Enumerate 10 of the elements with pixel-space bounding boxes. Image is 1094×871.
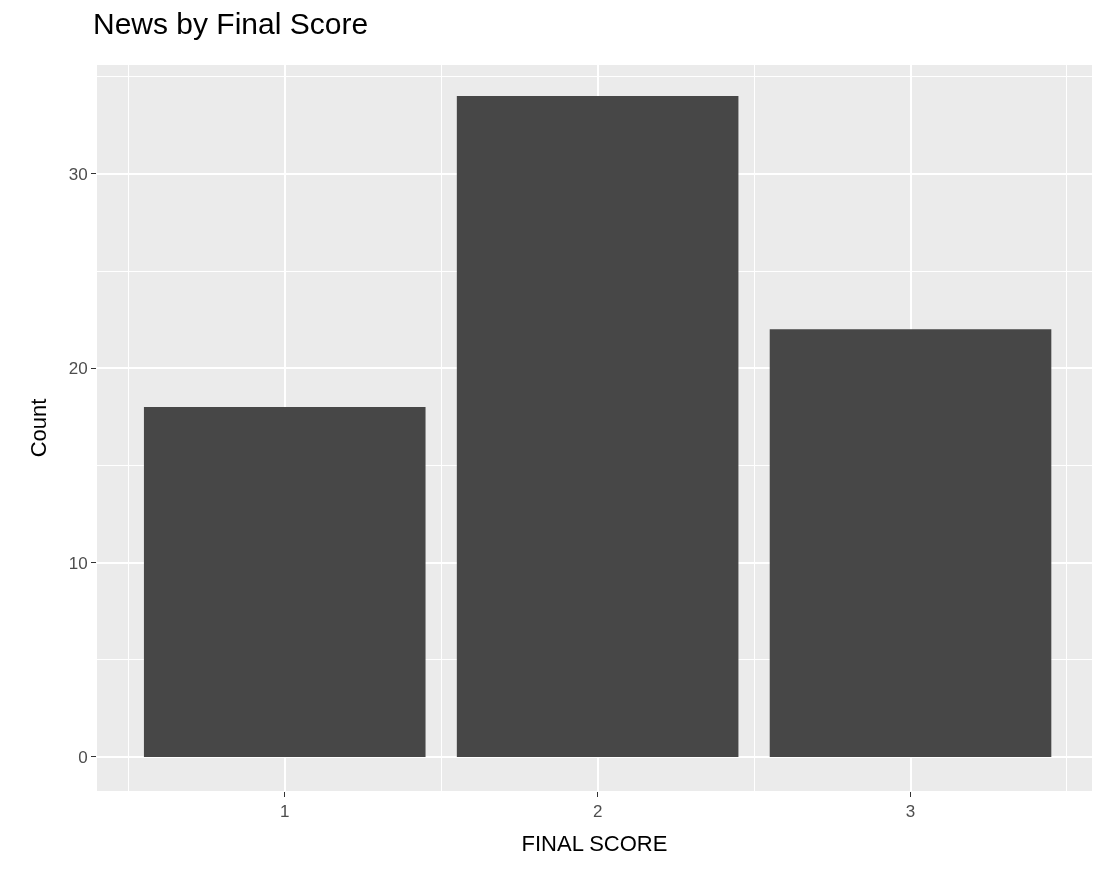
x-tick-label: 2: [592, 802, 603, 822]
x-axis-title: FINAL SCORE: [521, 831, 668, 857]
chart-title: News by Final Score: [92, 7, 369, 41]
y-tick-label: 10: [68, 553, 88, 573]
y-tick-label: 20: [68, 359, 88, 379]
y-tick-label: 30: [68, 164, 88, 184]
y-tick-label: 0: [78, 747, 88, 767]
y-axis-title: Count: [26, 398, 52, 458]
x-tick-label: 1: [280, 802, 290, 822]
x-tick-label: 3: [905, 802, 916, 822]
